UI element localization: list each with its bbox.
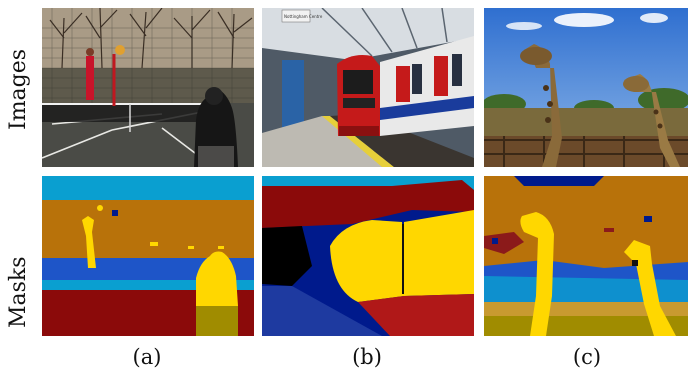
- row-label-masks: Masks: [6, 256, 31, 328]
- caption-b: (b): [352, 345, 382, 369]
- image-a-tennis: [42, 8, 254, 167]
- row-label-images: Images: [6, 48, 31, 130]
- mask-b-train: [262, 176, 474, 336]
- image-b-train: Nottingham Centre: [262, 8, 474, 167]
- station-sign: Nottingham Centre: [284, 14, 323, 19]
- caption-c: (c): [572, 345, 602, 369]
- mask-a-tennis: [42, 176, 254, 336]
- mask-c-giraffes: [484, 176, 688, 336]
- caption-a: (a): [132, 345, 162, 369]
- image-c-giraffes: [484, 8, 688, 167]
